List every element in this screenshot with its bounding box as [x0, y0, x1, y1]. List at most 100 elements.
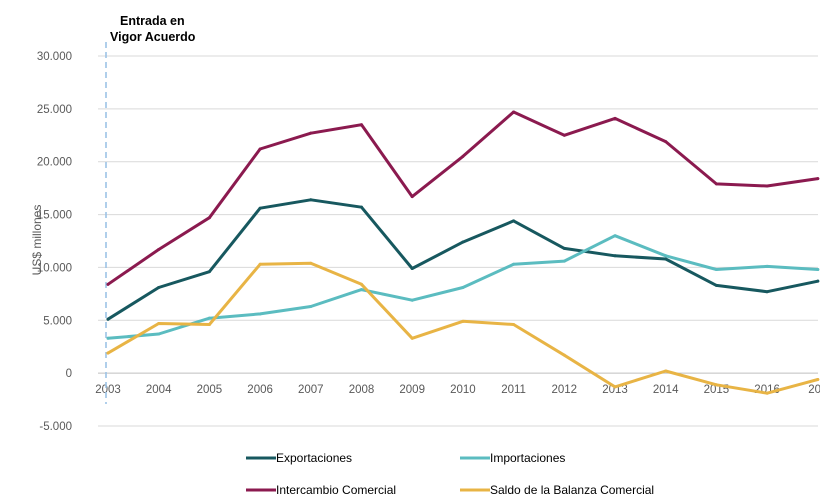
series-line-exportaciones	[106, 198, 820, 321]
data-point	[664, 257, 668, 261]
legend-label: Exportaciones	[276, 451, 352, 465]
legend-label: Importaciones	[490, 451, 565, 465]
data-point	[461, 240, 465, 244]
data-point	[765, 184, 769, 188]
y-tick-label: -5.000	[39, 421, 72, 433]
data-point	[360, 205, 363, 209]
x-tick-label: 2006	[247, 384, 273, 396]
data-point	[157, 321, 161, 325]
y-tick-labels: 30.000 25.000 20.000 15.000 10.000 5.000 0 -5.0…	[37, 51, 72, 433]
legend-item: Exportaciones	[246, 451, 352, 465]
data-point	[512, 323, 516, 327]
data-point	[765, 391, 769, 395]
x-tick-label: 2013	[602, 384, 628, 396]
data-point	[562, 259, 566, 263]
annotation-line-2: Vigor Acuerdo	[110, 30, 196, 44]
data-point	[664, 254, 668, 258]
data-point	[714, 182, 718, 186]
data-point	[613, 234, 617, 238]
x-tick-label: 2012	[552, 384, 578, 396]
data-point	[309, 261, 313, 265]
data-point	[207, 316, 211, 320]
data-point	[664, 369, 668, 373]
data-point	[309, 131, 313, 135]
data-point	[207, 216, 211, 220]
data-point	[258, 312, 262, 316]
data-point	[562, 246, 566, 250]
data-point	[816, 268, 820, 272]
x-tick-label: 2003	[95, 384, 121, 396]
data-point	[613, 116, 617, 120]
data-point	[410, 266, 414, 270]
y-tick-label: 20.000	[37, 157, 72, 169]
data-point	[258, 206, 262, 210]
data-point	[816, 177, 820, 181]
data-point	[714, 283, 718, 287]
data-point	[207, 270, 211, 274]
x-tick-label: 2008	[349, 384, 375, 396]
data-point	[613, 254, 617, 258]
y-tick-label: 0	[66, 368, 72, 380]
legend-item: Importaciones	[460, 451, 565, 465]
data-point	[562, 133, 566, 137]
data-point	[106, 351, 110, 355]
data-point	[106, 336, 110, 340]
data-point	[157, 332, 161, 336]
data-point	[157, 247, 161, 251]
legend: Exportaciones Importaciones Intercambio Co…	[246, 451, 654, 495]
data-point	[512, 262, 516, 266]
legend-label: Intercambio Comercial	[276, 483, 396, 495]
data-point	[461, 154, 465, 158]
data-point	[207, 323, 211, 327]
data-point	[309, 305, 313, 309]
x-tick-label: 2007	[298, 384, 324, 396]
series-lines	[106, 110, 820, 395]
data-point	[765, 264, 769, 268]
x-tick-label: 2005	[197, 384, 223, 396]
data-point	[714, 268, 718, 272]
data-point	[360, 123, 363, 127]
data-point	[816, 279, 820, 283]
data-point	[410, 336, 414, 340]
data-point	[157, 286, 161, 290]
grid-lines	[98, 55, 818, 427]
data-point	[461, 319, 465, 323]
data-point	[461, 286, 465, 290]
y-tick-label: 25.000	[37, 104, 72, 116]
x-tick-label: 2011	[501, 384, 526, 396]
y-axis-label: US$ millones	[30, 205, 44, 276]
x-tick-label: 201	[808, 384, 820, 396]
data-point	[613, 385, 617, 389]
x-tick-label: 2004	[146, 384, 172, 396]
data-point	[512, 110, 516, 114]
data-point	[765, 290, 769, 294]
y-tick-label: 15.000	[37, 210, 72, 222]
data-point	[664, 140, 668, 144]
data-point	[106, 282, 110, 286]
x-tick-label: 2014	[653, 384, 679, 396]
data-point	[410, 298, 414, 302]
data-point	[562, 353, 566, 357]
x-tick-label: 2009	[399, 384, 425, 396]
legend-item: Intercambio Comercial	[246, 483, 396, 495]
data-point	[106, 317, 110, 321]
data-point	[258, 262, 262, 266]
x-tick-label: 2010	[450, 384, 476, 396]
data-point	[816, 377, 820, 381]
y-tick-label: 30.000	[37, 51, 72, 63]
data-point	[714, 383, 718, 387]
annotation-line-1: Entrada en	[120, 14, 185, 28]
x-tick-labels: 2003 2004 2005 2006 2007 2008 2009 2010 2011 2012…	[95, 384, 820, 396]
data-point	[360, 288, 363, 292]
y-tick-label: 5.000	[43, 315, 72, 327]
data-point	[410, 195, 414, 199]
data-point	[258, 147, 262, 151]
y-tick-label: 10.000	[37, 262, 72, 274]
series-line-intercambio-comercial	[106, 110, 820, 286]
data-point	[309, 198, 313, 202]
data-point	[360, 282, 363, 286]
legend-label: Saldo de la Balanza Comercial	[490, 483, 654, 495]
data-point	[512, 219, 516, 223]
legend-item: Saldo de la Balanza Comercial	[460, 483, 654, 495]
